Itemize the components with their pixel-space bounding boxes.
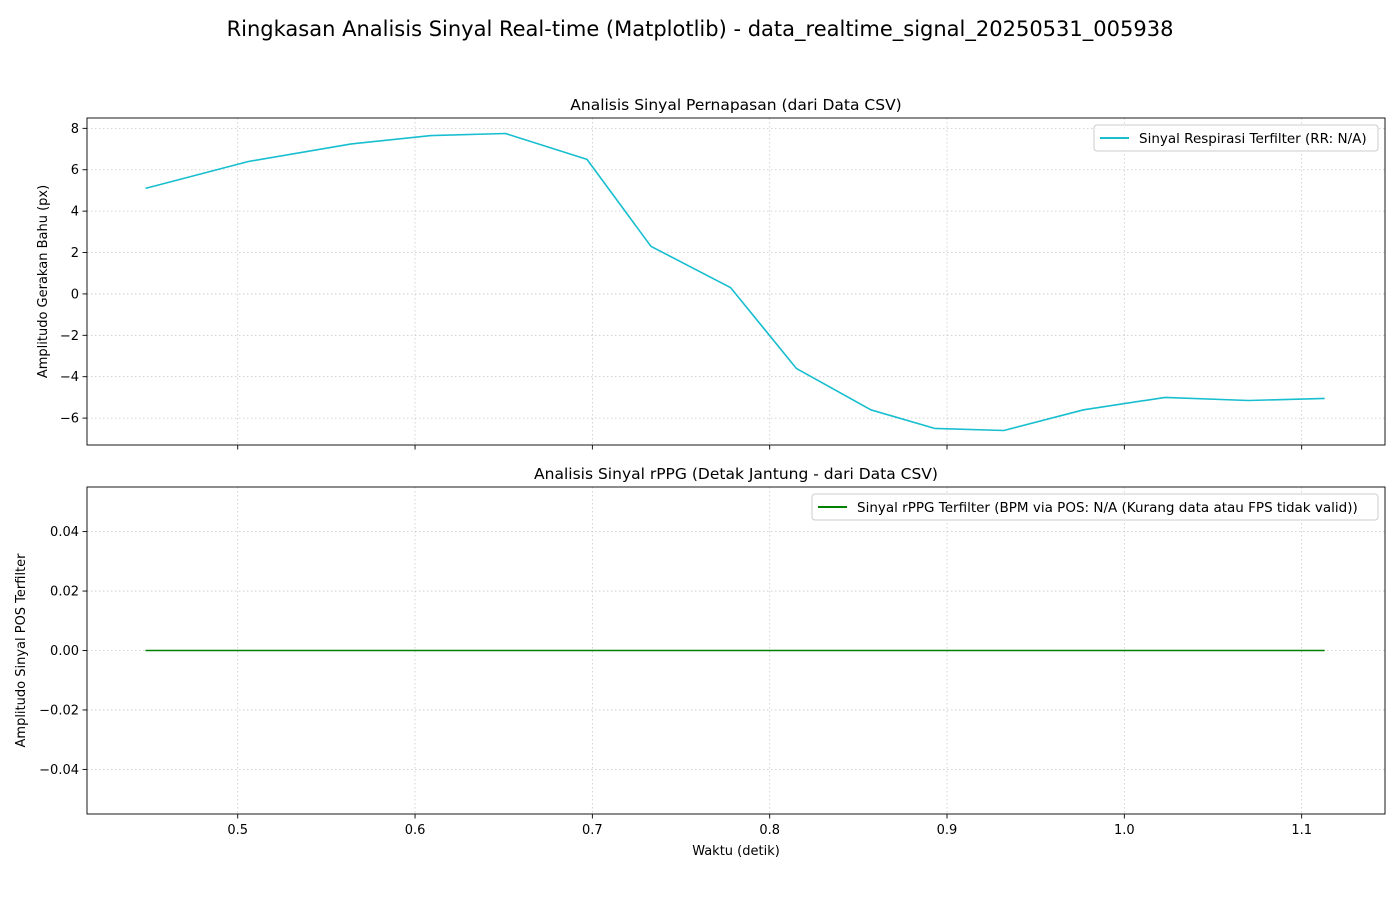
y-tick-label: 0.02 <box>50 585 79 600</box>
x-tick-label: 1.0 <box>1114 823 1135 838</box>
respiration-plot: −6 −4 −2 0 2 4 6 8 Analisis Sinyal Pernapasan (d… <box>36 96 1386 450</box>
axes-title: Analisis Sinyal Pernapasan (dari Data CS… <box>570 96 901 114</box>
legend-label: Sinyal rPPG Terfilter (BPM via POS: N/A … <box>857 500 1358 516</box>
x-axis-label: Waktu (detik) <box>692 844 780 859</box>
legend-box <box>1093 124 1379 152</box>
legend-box <box>811 493 1379 521</box>
y-tick-label: 0.04 <box>50 525 79 540</box>
y-tick-label: −4 <box>60 370 79 385</box>
y-tick-label: 0 <box>71 287 79 302</box>
y-tick-label: −0.02 <box>39 703 79 718</box>
series-line <box>145 132 1325 432</box>
x-tick-label: 0.7 <box>582 823 603 838</box>
x-tick-label: 0.8 <box>759 823 780 838</box>
axes-title: Analisis Sinyal rPPG (Detak Jantung - da… <box>534 465 938 483</box>
axes-frame <box>86 117 1386 446</box>
y-axis-label: Amplitudo Sinyal POS Terfilter <box>14 553 29 748</box>
y-tick-label: 6 <box>71 163 79 178</box>
x-tick-label: 0.6 <box>405 823 426 838</box>
legend-label: Sinyal Respirasi Terfilter (RR: N/A) <box>1139 131 1367 147</box>
y-tick-label: 4 <box>71 205 79 220</box>
y-axis-label: Amplitudo Gerakan Bahu (px) <box>36 185 51 378</box>
y-tick-label: −6 <box>60 412 79 427</box>
x-tick-label: 0.9 <box>937 823 958 838</box>
y-tick-label: 2 <box>71 246 79 261</box>
y-tick-label: −0.04 <box>39 763 79 778</box>
rppg-plot: 0.5 0.6 0.7 0.8 0.9 1.0 1.1 −0.04 −0.02 0.00 0.02 0… <box>14 465 1386 859</box>
x-tick-label: 1.1 <box>1291 823 1312 838</box>
figure-suptitle: Ringkasan Analisis Sinyal Real-time (Mat… <box>227 17 1174 42</box>
y-tick-label: 0.00 <box>50 644 79 659</box>
y-tick-label: −2 <box>60 329 79 344</box>
x-tick-label: 0.5 <box>227 823 248 838</box>
y-tick-label: 8 <box>71 122 79 137</box>
